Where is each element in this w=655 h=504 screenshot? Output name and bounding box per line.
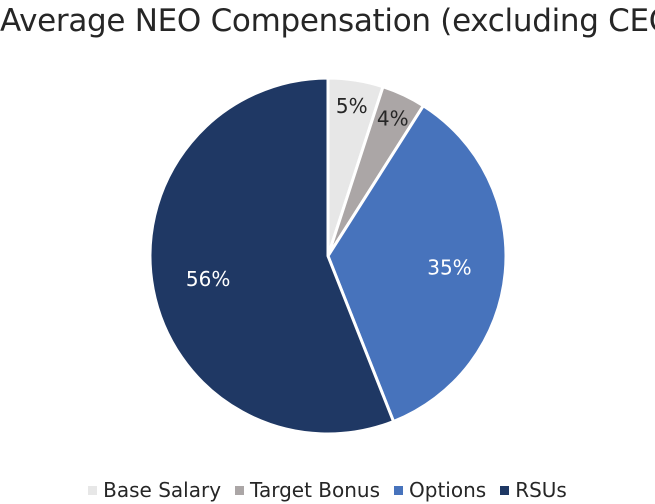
legend-item-options: Options xyxy=(394,478,486,502)
data-label-rsus: 56% xyxy=(186,267,230,291)
legend-item-base-salary: Base Salary xyxy=(88,478,221,502)
data-label-options: 35% xyxy=(427,255,471,279)
legend-swatch xyxy=(500,485,510,495)
data-label-base-salary: 5% xyxy=(336,94,368,118)
legend-label: Base Salary xyxy=(103,478,222,502)
pie-slices xyxy=(148,76,508,436)
legend-swatch xyxy=(235,485,245,495)
legend-label: RSUs xyxy=(515,478,567,502)
pie-slice-options xyxy=(326,104,508,423)
legend-label: Target Bonus xyxy=(250,478,381,502)
legend-swatch xyxy=(88,485,98,495)
chart-title: Average NEO Compensation (excluding CEO) xyxy=(0,3,655,39)
pie-labels: 5% 4% 35% 56% xyxy=(186,94,472,291)
data-label-target-bonus: 4% xyxy=(377,106,409,130)
legend-swatch xyxy=(394,485,404,495)
legend-item-rsus: RSUs xyxy=(500,478,567,502)
legend-label: Options xyxy=(409,478,487,502)
pie-slice-rsus xyxy=(148,76,396,436)
chart-legend: Base Salary Target Bonus Options RSUs xyxy=(0,476,655,504)
legend-item-target-bonus: Target Bonus xyxy=(235,478,380,502)
